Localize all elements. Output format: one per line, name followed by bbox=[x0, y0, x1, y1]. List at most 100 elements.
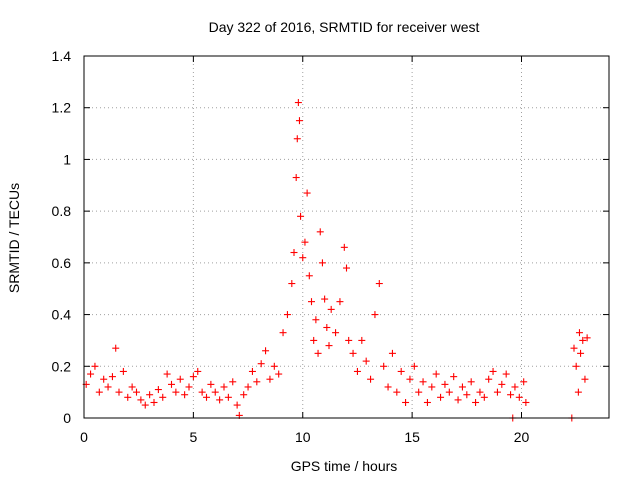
data-point bbox=[397, 367, 405, 375]
data-point bbox=[336, 298, 344, 306]
data-point bbox=[402, 398, 410, 406]
data-point bbox=[270, 362, 278, 370]
data-point bbox=[133, 388, 140, 396]
data-point bbox=[415, 388, 423, 396]
data-point bbox=[428, 383, 436, 391]
data-point bbox=[262, 347, 270, 355]
data-point bbox=[297, 212, 305, 220]
data-point bbox=[305, 272, 313, 280]
data-point bbox=[441, 380, 449, 388]
y-tick-label: 1.4 bbox=[52, 48, 72, 64]
data-point bbox=[314, 349, 322, 357]
data-point bbox=[312, 316, 320, 324]
data-point bbox=[388, 349, 396, 357]
data-point bbox=[493, 388, 501, 396]
data-point bbox=[198, 388, 206, 396]
data-point bbox=[458, 383, 466, 391]
data-point bbox=[472, 398, 480, 406]
x-tick-label: 5 bbox=[189, 429, 197, 445]
data-point bbox=[181, 391, 189, 399]
data-point bbox=[520, 378, 528, 386]
data-point bbox=[570, 344, 578, 352]
data-point bbox=[211, 388, 219, 396]
data-point bbox=[445, 388, 453, 396]
data-point bbox=[384, 383, 392, 391]
data-point bbox=[308, 298, 315, 306]
data-point bbox=[323, 324, 331, 331]
data-point bbox=[168, 380, 175, 388]
data-point bbox=[279, 329, 287, 337]
data-point bbox=[327, 305, 335, 313]
data-point bbox=[112, 344, 120, 352]
data-point bbox=[194, 367, 202, 375]
data-point bbox=[100, 375, 108, 383]
data-point bbox=[467, 378, 475, 386]
y-tick-label: 0 bbox=[63, 410, 71, 426]
data-point bbox=[172, 388, 180, 396]
data-point bbox=[321, 295, 329, 303]
data-point bbox=[454, 396, 462, 404]
y-tick-label: 0.4 bbox=[52, 307, 72, 323]
y-tick-label: 1 bbox=[63, 151, 71, 167]
data-point bbox=[288, 280, 296, 288]
data-point bbox=[303, 189, 311, 197]
axes: 0 5 10 15 20 0 0.2 0.4 0.6 0.8 1 1.2 1.4 bbox=[52, 48, 610, 445]
data-point bbox=[108, 373, 116, 381]
data-point bbox=[292, 174, 300, 182]
data-point bbox=[406, 375, 414, 383]
data-point bbox=[299, 254, 307, 262]
y-tick-label: 1.2 bbox=[52, 100, 72, 116]
data-point bbox=[115, 388, 123, 396]
data-point bbox=[437, 393, 445, 401]
y-tick-label: 0.8 bbox=[52, 203, 72, 219]
data-point bbox=[583, 334, 591, 342]
data-point bbox=[371, 311, 379, 319]
data-point bbox=[507, 391, 515, 399]
x-tick-label: 15 bbox=[404, 429, 420, 445]
data-point bbox=[345, 336, 353, 344]
data-point bbox=[515, 393, 523, 401]
data-point bbox=[189, 373, 197, 381]
data-point bbox=[343, 264, 350, 272]
data-point bbox=[185, 383, 193, 391]
y-tick-label: 0.6 bbox=[52, 255, 72, 271]
data-point bbox=[575, 329, 583, 337]
data-point bbox=[358, 336, 366, 344]
data-point bbox=[340, 243, 348, 251]
data-point bbox=[146, 391, 154, 399]
plot-frame bbox=[83, 55, 610, 419]
data-points bbox=[82, 99, 591, 422]
data-point bbox=[150, 398, 158, 406]
data-point bbox=[498, 380, 506, 388]
data-point bbox=[224, 393, 232, 401]
x-axis-label: GPS time / hours bbox=[291, 458, 398, 474]
data-point bbox=[154, 386, 162, 394]
data-point bbox=[362, 357, 370, 365]
x-tick-label: 10 bbox=[295, 429, 311, 445]
data-point bbox=[463, 391, 471, 399]
data-point bbox=[522, 398, 530, 406]
data-point bbox=[119, 367, 127, 375]
data-point bbox=[332, 329, 340, 337]
data-point bbox=[380, 362, 388, 370]
data-point bbox=[577, 349, 585, 357]
data-point bbox=[128, 383, 136, 391]
data-point bbox=[141, 401, 149, 409]
data-point bbox=[124, 393, 132, 401]
data-point bbox=[176, 375, 184, 383]
data-point bbox=[290, 249, 298, 257]
data-point bbox=[203, 393, 210, 401]
data-point bbox=[423, 398, 431, 406]
data-point bbox=[240, 391, 248, 399]
data-point bbox=[353, 367, 361, 375]
data-point bbox=[87, 370, 95, 378]
data-point bbox=[325, 342, 333, 350]
data-point bbox=[419, 378, 427, 386]
x-tick-label: 0 bbox=[80, 429, 88, 445]
data-point bbox=[489, 367, 497, 375]
data-point bbox=[476, 388, 484, 396]
y-tick-label: 0.2 bbox=[52, 358, 72, 374]
data-point bbox=[450, 373, 458, 381]
